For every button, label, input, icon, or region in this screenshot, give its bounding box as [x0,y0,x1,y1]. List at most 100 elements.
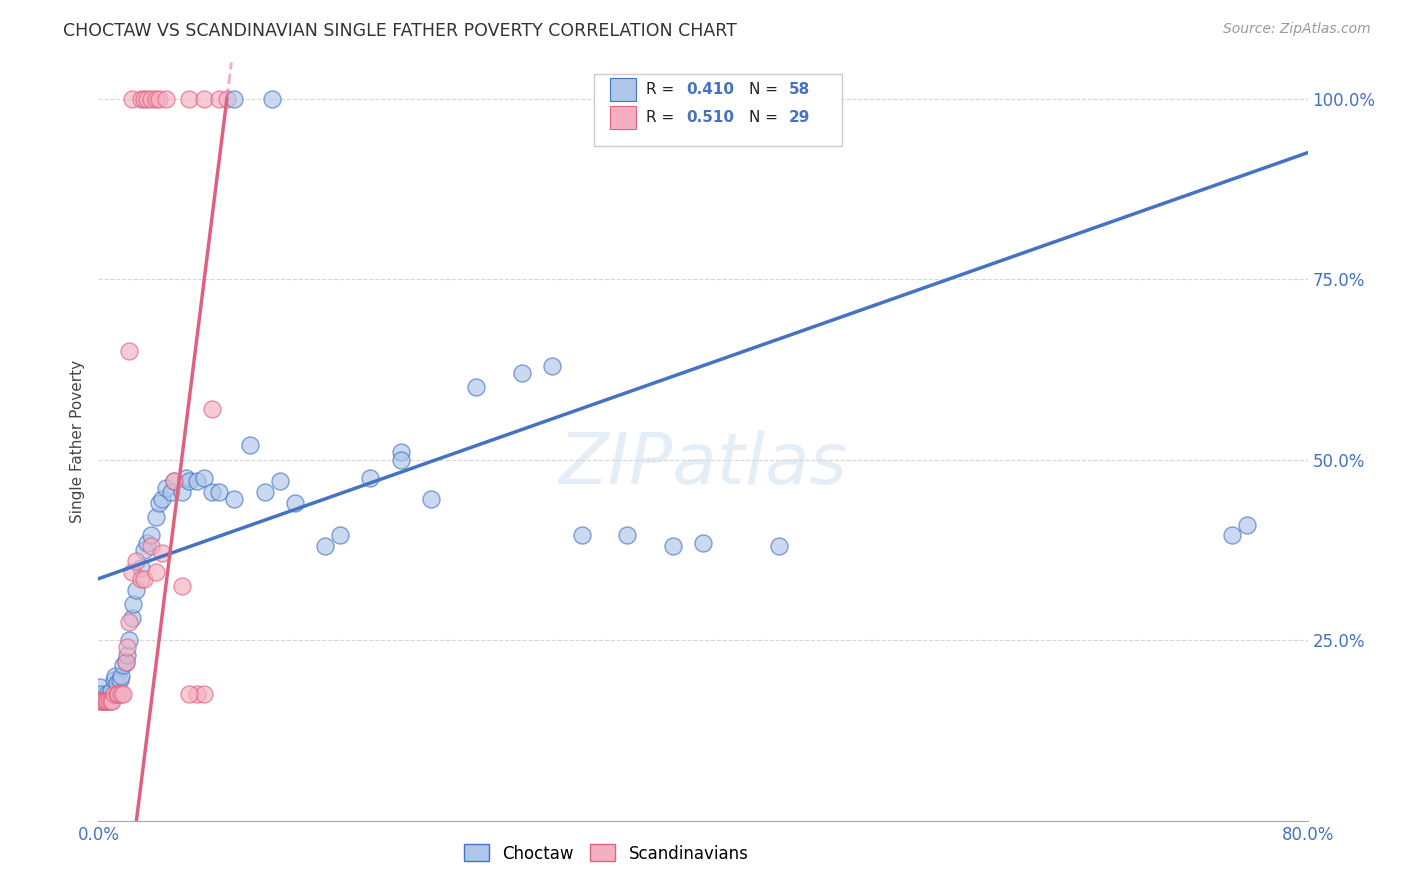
Text: CHOCTAW VS SCANDINAVIAN SINGLE FATHER POVERTY CORRELATION CHART: CHOCTAW VS SCANDINAVIAN SINGLE FATHER PO… [63,22,737,40]
Text: R =: R = [647,82,679,97]
Point [329,528,352,542]
Point [129,572,152,586]
Point [90,694,112,708]
Point [179,687,201,701]
Legend: Choctaw, Scandinavians: Choctaw, Scandinavians [457,838,755,869]
Point [94,694,117,708]
Point [224,492,246,507]
Point [118,344,141,359]
Point [215,91,238,105]
Point [179,91,201,105]
Point [135,535,157,549]
Point [540,359,562,373]
Point [141,91,163,105]
Point [132,91,155,105]
Point [193,687,215,701]
Point [170,579,193,593]
Point [148,496,170,510]
Point [107,687,129,701]
Point [160,485,183,500]
Point [115,648,138,662]
Point [121,91,143,105]
Y-axis label: Single Father Poverty: Single Father Poverty [70,360,86,523]
Point [1236,517,1258,532]
Point [125,582,148,597]
Point [115,640,138,655]
Point [111,687,134,701]
Point [103,673,125,687]
Point [193,91,215,105]
Point [132,542,155,557]
Point [360,470,382,484]
Point [121,611,143,625]
Point [91,694,114,708]
Point [150,546,173,560]
Point [179,475,201,489]
Point [98,694,121,708]
Point [101,694,124,708]
Point [1220,528,1243,542]
Text: N =: N = [749,82,783,97]
Point [100,694,122,708]
Point [89,694,111,708]
Point [692,535,714,549]
Point [141,539,163,553]
Point [122,597,145,611]
Point [253,485,276,500]
Point [389,452,412,467]
Point [465,380,488,394]
Point [239,438,262,452]
Point [661,539,683,553]
Point [125,554,148,568]
Point [141,528,163,542]
Point [108,673,131,687]
Point [284,496,307,510]
Point [193,470,215,484]
Point [163,475,186,489]
Point [201,485,224,500]
FancyBboxPatch shape [610,78,637,101]
Point [145,510,167,524]
Point [90,687,112,701]
Text: 0.510: 0.510 [686,111,734,125]
Point [121,565,143,579]
Point [314,539,336,553]
Point [114,655,136,669]
Point [150,492,173,507]
Point [135,91,157,105]
Point [224,91,246,105]
Point [105,676,128,690]
FancyBboxPatch shape [595,74,842,145]
Text: 58: 58 [789,82,810,97]
Point [145,91,167,105]
Point [96,694,118,708]
Point [208,485,231,500]
Point [186,475,208,489]
Point [96,687,118,701]
Point [89,680,111,694]
Point [103,687,125,701]
Point [129,91,152,105]
Point [118,615,141,629]
Point [208,91,231,105]
Point [100,683,122,698]
Text: 0.410: 0.410 [686,82,734,97]
Point [104,669,127,683]
Point [118,633,141,648]
Point [768,539,790,553]
Point [201,402,224,417]
Point [110,669,132,683]
Point [93,694,115,708]
Point [145,565,167,579]
Point [262,91,284,105]
FancyBboxPatch shape [610,106,637,129]
Point [110,687,132,701]
Point [571,528,593,542]
Point [269,475,291,489]
Point [98,694,121,708]
Point [420,492,443,507]
Point [148,91,170,105]
Point [132,572,155,586]
Point [174,470,197,484]
Text: ZIPatlas: ZIPatlas [558,430,848,499]
